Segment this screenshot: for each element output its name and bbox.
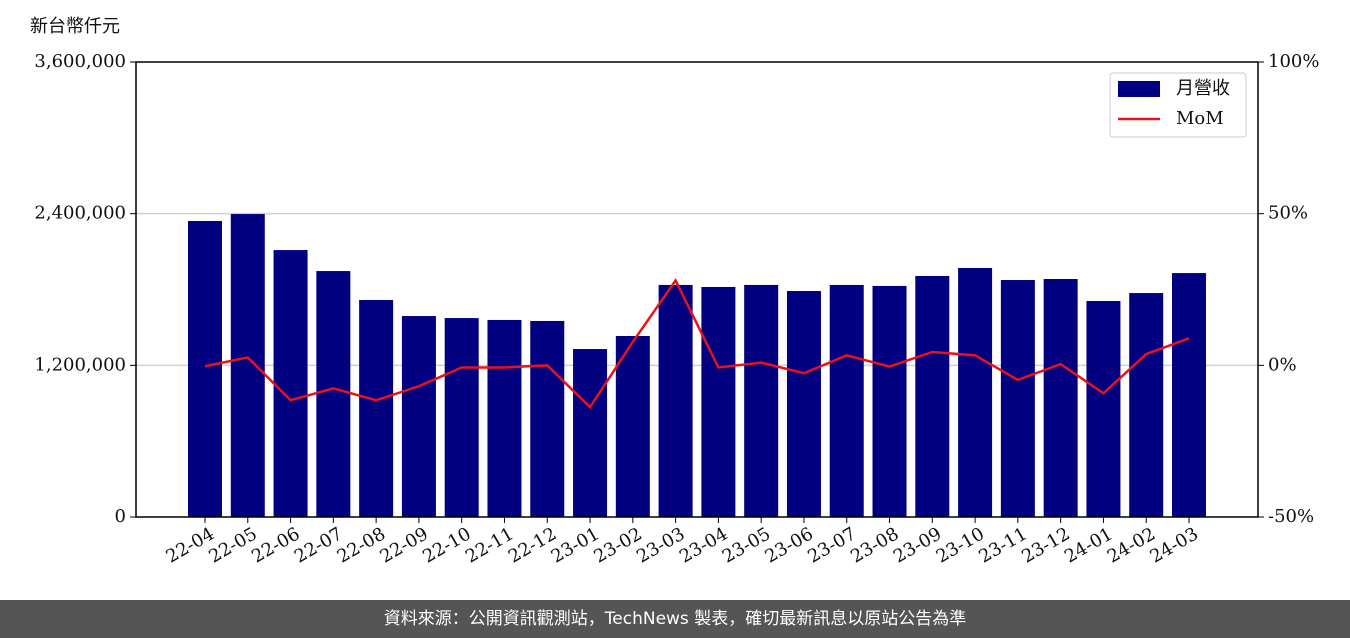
bar: [230, 214, 265, 517]
y2-tick-label: 50%: [1268, 203, 1308, 224]
bar: [316, 271, 351, 517]
bar: [1000, 280, 1035, 517]
y-axis-label: 新台幣仟元: [30, 16, 120, 37]
x-tick-label: 22-04: [163, 523, 218, 567]
x-tick-label: 24-03: [1147, 523, 1202, 567]
x-tick-label: 23-07: [804, 523, 859, 567]
bar: [829, 284, 864, 517]
bar: [1129, 293, 1164, 517]
bar: [872, 285, 907, 517]
x-tick-label: 23-01: [548, 523, 603, 567]
x-tick-label: 23-05: [719, 523, 774, 567]
footer: 資料來源：公開資訊觀測站，TechNews 製表，確切最新訊息以原站公告為準: [0, 600, 1350, 638]
x-tick-label: 22-09: [376, 523, 431, 567]
bar: [786, 291, 821, 517]
x-tick-label: 23-06: [762, 523, 817, 567]
x-tick-label: 22-08: [334, 523, 389, 567]
x-tick-label: 23-11: [975, 523, 1030, 567]
bar: [487, 319, 522, 517]
bar: [615, 336, 650, 517]
x-tick-label: 22-07: [291, 523, 346, 567]
x-tick-label: 23-02: [590, 523, 645, 567]
legend-label: MoM: [1176, 108, 1224, 129]
bar: [701, 286, 736, 517]
x-tick-label: 22-10: [419, 523, 474, 567]
bar: [958, 268, 993, 517]
bar: [744, 284, 779, 517]
bar: [401, 316, 436, 517]
x-tick-label: 23-10: [933, 523, 988, 567]
bar: [188, 220, 222, 517]
x-tick-label: 23-08: [847, 523, 902, 567]
bar: [573, 349, 608, 517]
bar: [1043, 279, 1078, 517]
x-tick-label: 24-02: [1104, 523, 1159, 567]
y-tick-label: 0: [115, 506, 126, 527]
x-tick-label: 22-11: [462, 523, 517, 567]
x-tick-label: 23-09: [890, 523, 945, 567]
bar: [273, 250, 308, 518]
x-tick-label: 24-01: [1061, 523, 1116, 567]
bar: [1086, 301, 1121, 517]
plot-frame: [135, 61, 1259, 518]
y-tick-label: 2,400,000: [34, 203, 126, 224]
bar: [444, 318, 479, 517]
line: [204, 277, 1190, 410]
x-tick-label: 22-12: [505, 523, 560, 567]
bar: [359, 299, 394, 517]
bar: [530, 320, 565, 517]
bar: [915, 275, 950, 517]
x-tick-label: 22-05: [205, 523, 260, 567]
legend-swatch: [1118, 81, 1160, 97]
chart: 新台幣仟元 0 1,200,000 2,400,000 3,600,000 -50% 0%…: [30, 16, 1319, 568]
x-tick-label: 23-03: [633, 523, 688, 567]
y-tick-label: 3,600,000: [34, 51, 126, 72]
x-tick-label: 23-12: [1018, 523, 1073, 567]
x-tick-label: 23-04: [676, 523, 731, 567]
y2-tick-label: 0%: [1268, 354, 1297, 375]
x-tick-label: 22-06: [248, 523, 303, 567]
y-tick-label: 1,200,000: [34, 354, 126, 375]
bar: [658, 284, 693, 517]
bar: [1172, 273, 1206, 517]
legend-label: 月營收: [1176, 78, 1230, 99]
y2-tick-label: -50%: [1268, 506, 1314, 527]
y2-tick-label: 100%: [1268, 51, 1319, 72]
